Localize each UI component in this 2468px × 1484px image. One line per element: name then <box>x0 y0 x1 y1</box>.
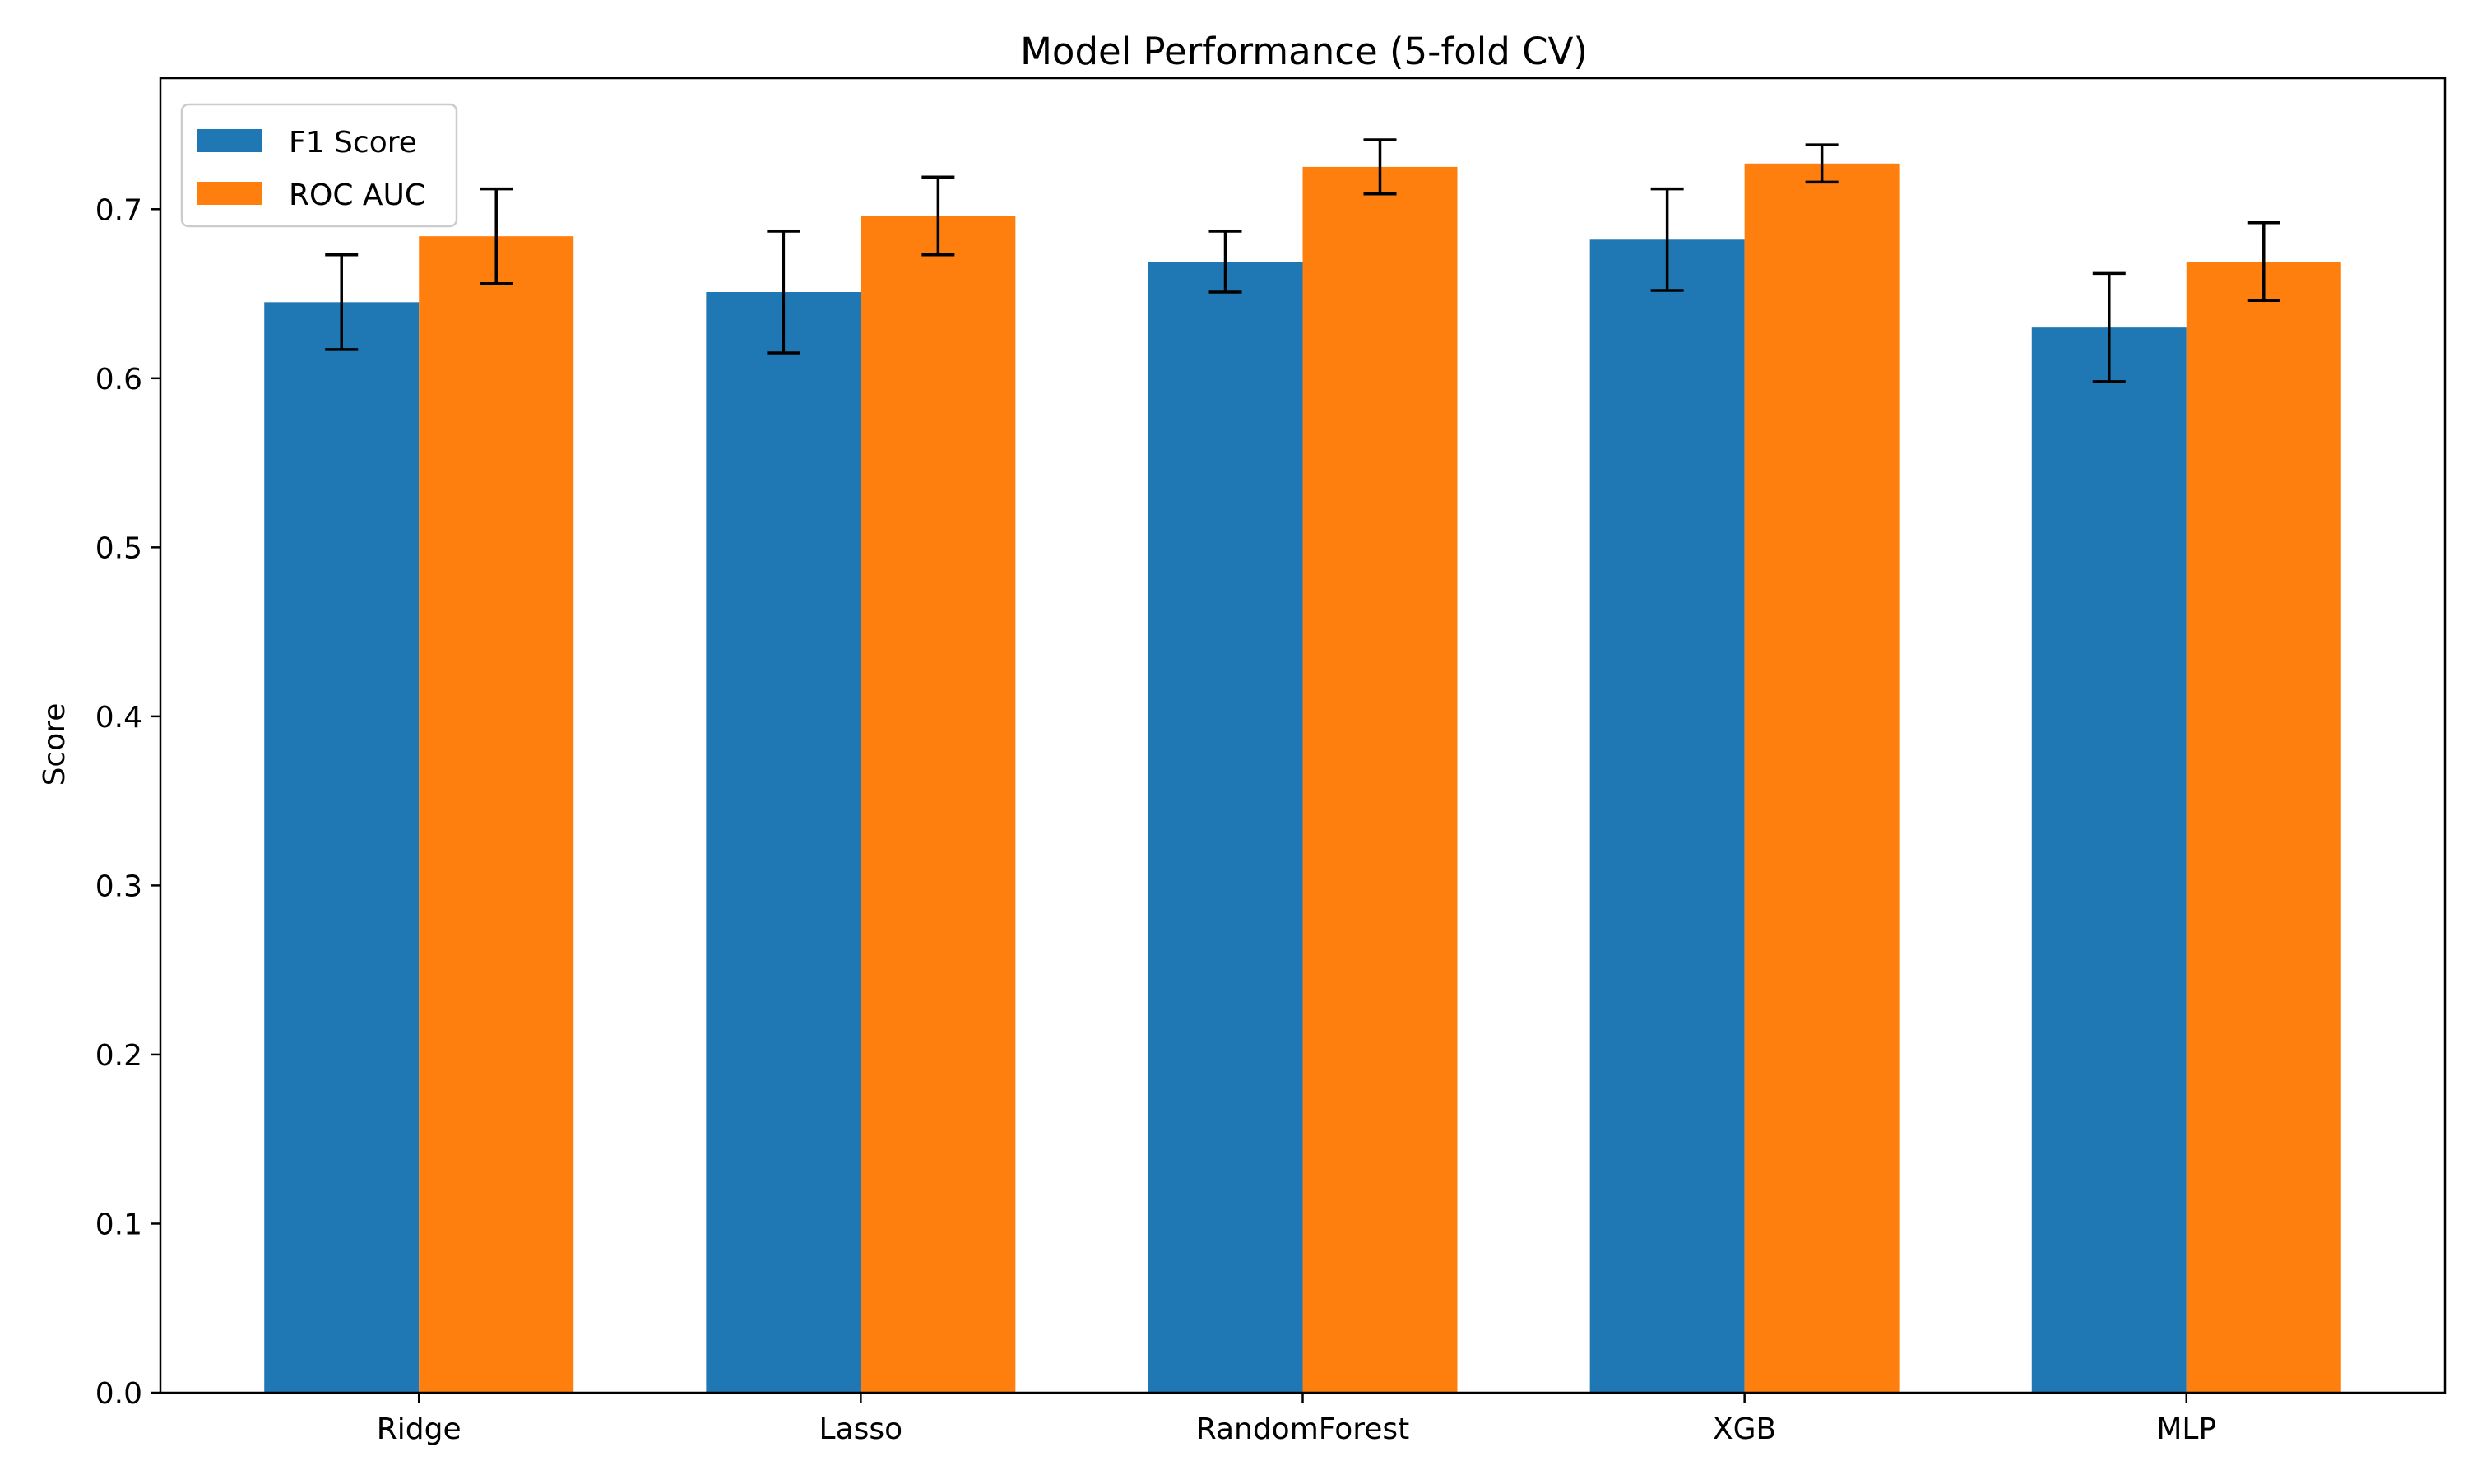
bar-roc-auc-mlp <box>2186 262 2341 1394</box>
error-bar-f1-score-xgb <box>1650 187 1684 292</box>
error-bars-layer <box>325 138 2280 383</box>
legend-swatch-f1-score <box>197 129 262 152</box>
x-tick-label-xgb: XGB <box>1713 1412 1776 1446</box>
x-tick-label-lasso: Lasso <box>819 1412 903 1446</box>
bar-f1-score-ridge <box>264 302 420 1393</box>
bar-f1-score-randomforest <box>1148 262 1303 1394</box>
y-tick-label: 0.5 <box>95 531 142 565</box>
legend-label-roc-auc: ROC AUC <box>289 179 425 212</box>
bar-roc-auc-randomforest <box>1302 166 1458 1393</box>
y-tick-label: 0.1 <box>95 1208 142 1241</box>
x-tick-label-mlp: MLP <box>2156 1412 2216 1446</box>
legend: F1 Score ROC AUC <box>180 103 458 228</box>
y-axis-label: Score <box>38 703 72 786</box>
bar-roc-auc-lasso <box>861 216 1016 1394</box>
x-axis: Ridge Lasso RandomForest XGB MLP <box>377 1393 2216 1446</box>
error-bar-roc-auc-ridge <box>480 187 513 285</box>
error-bar-roc-auc-mlp <box>2247 220 2280 303</box>
legend-swatch-roc-auc <box>197 182 262 205</box>
x-tick-label-ridge: Ridge <box>377 1412 462 1446</box>
bar-f1-score-lasso <box>706 291 861 1394</box>
x-tick-label-randomforest: RandomForest <box>1196 1412 1410 1446</box>
y-tick-label: 0.2 <box>95 1039 142 1073</box>
error-bar-f1-score-lasso <box>767 230 800 355</box>
y-tick-label: 0.6 <box>95 363 142 397</box>
bar-roc-auc-xgb <box>1744 163 1900 1393</box>
error-bar-f1-score-ridge <box>325 253 359 351</box>
y-tick-label: 0.7 <box>95 193 142 227</box>
bar-f1-score-xgb <box>1589 239 1745 1393</box>
chart-title: Model Performance (5-fold CV) <box>1020 30 1588 73</box>
error-bar-roc-auc-randomforest <box>1363 138 1397 196</box>
error-bar-roc-auc-lasso <box>921 175 955 257</box>
legend-label-f1-score: F1 Score <box>289 126 417 160</box>
y-axis: 0.0 0.1 0.2 0.3 0.4 0.5 0.6 0.7 <box>95 193 160 1411</box>
bar-f1-score-mlp <box>2031 327 2187 1393</box>
y-tick-label: 0.0 <box>95 1377 142 1411</box>
bars-layer <box>264 163 2341 1394</box>
y-tick-label: 0.3 <box>95 870 142 903</box>
error-bar-f1-score-randomforest <box>1208 230 1242 294</box>
bar-roc-auc-ridge <box>419 236 574 1394</box>
y-tick-label: 0.4 <box>95 701 142 735</box>
error-bar-f1-score-mlp <box>2092 271 2126 383</box>
error-bar-roc-auc-xgb <box>1805 143 1839 184</box>
